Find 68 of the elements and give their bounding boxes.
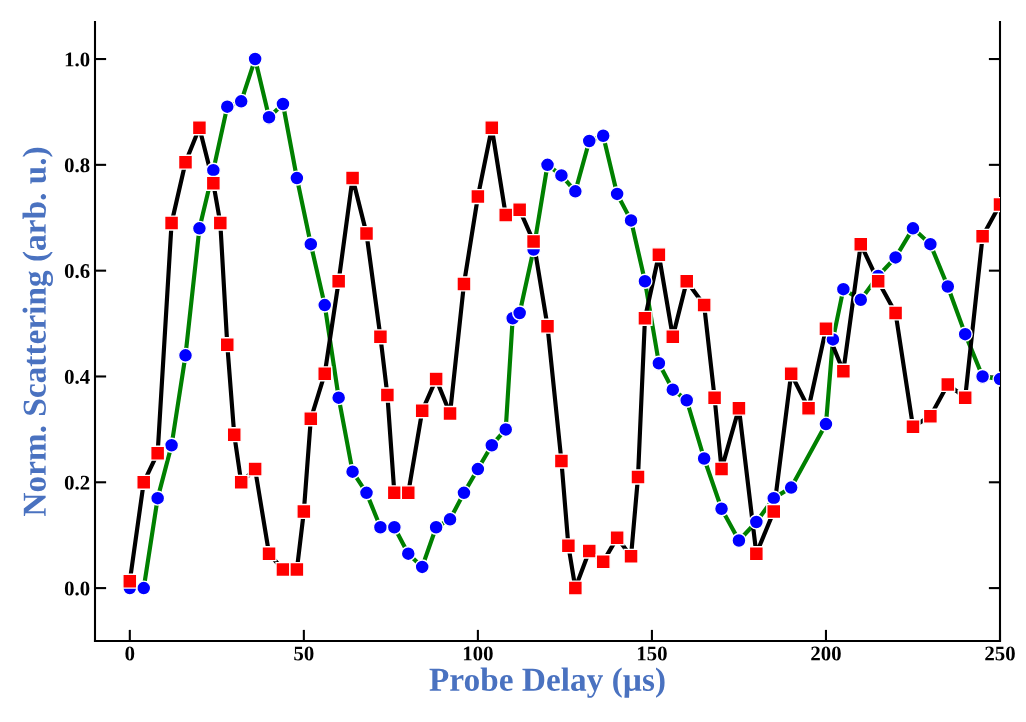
point — [679, 392, 695, 408]
y-tick-label: 0.6 — [64, 264, 90, 279]
y-tick-label: 0.8 — [64, 158, 90, 173]
point — [484, 437, 500, 453]
point — [331, 389, 347, 406]
point — [539, 157, 556, 173]
x-axis-title: Probe Delay (µs) — [429, 667, 665, 698]
point — [358, 485, 375, 501]
point — [470, 461, 486, 477]
point — [713, 501, 730, 517]
point — [623, 212, 639, 229]
point — [247, 51, 263, 67]
point — [317, 297, 333, 313]
point — [748, 514, 764, 530]
point — [581, 133, 597, 149]
x-tick-label: 0 — [125, 646, 135, 661]
point — [887, 249, 904, 266]
point — [191, 220, 208, 236]
point — [922, 236, 939, 252]
y-axis-title: Norm. Scattering (arb. u.) — [22, 147, 53, 517]
point — [731, 532, 747, 549]
point — [163, 437, 180, 453]
point — [595, 128, 611, 144]
x-tick-label: 100 — [463, 646, 493, 661]
x-tick-label: 50 — [294, 646, 314, 661]
point — [177, 347, 194, 363]
point — [651, 355, 667, 371]
point — [696, 450, 712, 467]
point — [442, 511, 458, 527]
point — [205, 162, 221, 178]
point — [766, 490, 782, 506]
point — [553, 167, 570, 184]
point — [835, 281, 852, 297]
point — [609, 186, 625, 202]
point — [637, 273, 653, 289]
y-tick-label: 1.0 — [65, 52, 90, 67]
point — [289, 170, 305, 186]
point — [372, 519, 389, 535]
point — [665, 382, 681, 398]
point — [783, 479, 799, 496]
point — [905, 220, 921, 236]
point — [428, 519, 444, 535]
point — [512, 305, 528, 321]
point — [233, 93, 249, 109]
point — [344, 464, 361, 480]
point — [567, 183, 583, 199]
point — [275, 96, 291, 112]
point — [940, 278, 956, 295]
point — [818, 416, 834, 432]
x-tick-label: 200 — [811, 646, 841, 661]
point — [957, 326, 973, 342]
y-tick-label: 0.2 — [64, 475, 90, 490]
x-tick-label: 250 — [985, 646, 1015, 661]
point — [136, 580, 152, 596]
point — [261, 109, 277, 125]
point — [303, 236, 319, 252]
y-tick-label: 0.0 — [64, 581, 90, 596]
y-tick-label: 0.4 — [64, 369, 90, 384]
point — [219, 99, 235, 115]
point — [853, 292, 869, 308]
x-tick-label: 150 — [637, 646, 667, 661]
point — [974, 368, 991, 385]
point — [414, 559, 430, 575]
point — [150, 490, 166, 506]
point — [456, 485, 472, 501]
point — [386, 519, 402, 535]
point — [498, 421, 514, 438]
point — [400, 546, 416, 562]
